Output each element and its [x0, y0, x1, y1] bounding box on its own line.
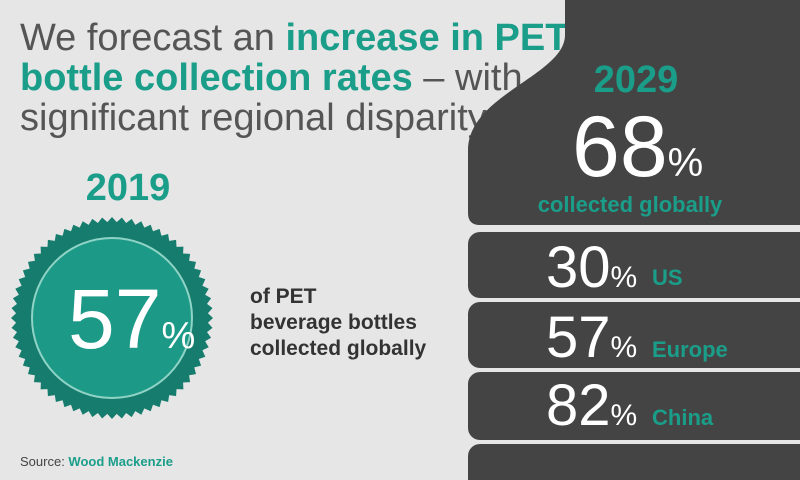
region-unit: %: [611, 399, 638, 432]
title-line: significant regional disparity: [20, 97, 487, 139]
title-highlight: increase in PET: [285, 17, 568, 59]
forecast-value: 68: [572, 99, 668, 195]
title-line: bottle collection rates – with: [20, 57, 523, 99]
region-value: 57: [546, 305, 611, 370]
region-value: 30: [546, 235, 611, 300]
source-label: Source:: [20, 454, 68, 469]
region-unit: %: [611, 261, 638, 294]
source: Source: Wood Mackenzie: [20, 454, 173, 469]
title-line: We forecast an increase in PET: [20, 17, 568, 59]
region-name: Europe: [652, 337, 728, 362]
current-caption: of PET: [250, 285, 317, 308]
title-text: – with: [413, 57, 523, 99]
region-name: US: [652, 265, 683, 290]
title-text: We forecast an: [20, 17, 285, 59]
region-stat: 30%: [546, 235, 637, 300]
forecast-stat: 68%: [572, 99, 703, 195]
cap-center: [31, 237, 193, 399]
current-value: 57: [68, 272, 161, 366]
current-caption: collected globally: [250, 337, 427, 360]
region-stat: 82%: [546, 373, 637, 438]
current-caption: beverage bottles: [250, 311, 417, 334]
bottle-band: [468, 232, 800, 298]
forecast-caption: collected globally: [538, 192, 723, 217]
forecast-year: 2029: [594, 59, 679, 101]
current-stat: 57%: [68, 272, 195, 366]
bottle-top: [468, 0, 800, 225]
region-value: 82: [546, 373, 611, 438]
bottle-band: [468, 372, 800, 440]
title-text: significant regional disparity: [20, 97, 487, 139]
bottle-band: [468, 302, 800, 368]
forecast-unit: %: [668, 141, 704, 185]
region-unit: %: [611, 331, 638, 364]
current-year: 2019: [86, 167, 171, 209]
title-highlight: bottle collection rates: [20, 57, 413, 99]
region-name: China: [652, 405, 714, 430]
bottle-band: [468, 444, 800, 480]
region-stat: 57%: [546, 305, 637, 370]
current-unit: %: [161, 315, 195, 357]
source-name: Wood Mackenzie: [68, 454, 173, 469]
